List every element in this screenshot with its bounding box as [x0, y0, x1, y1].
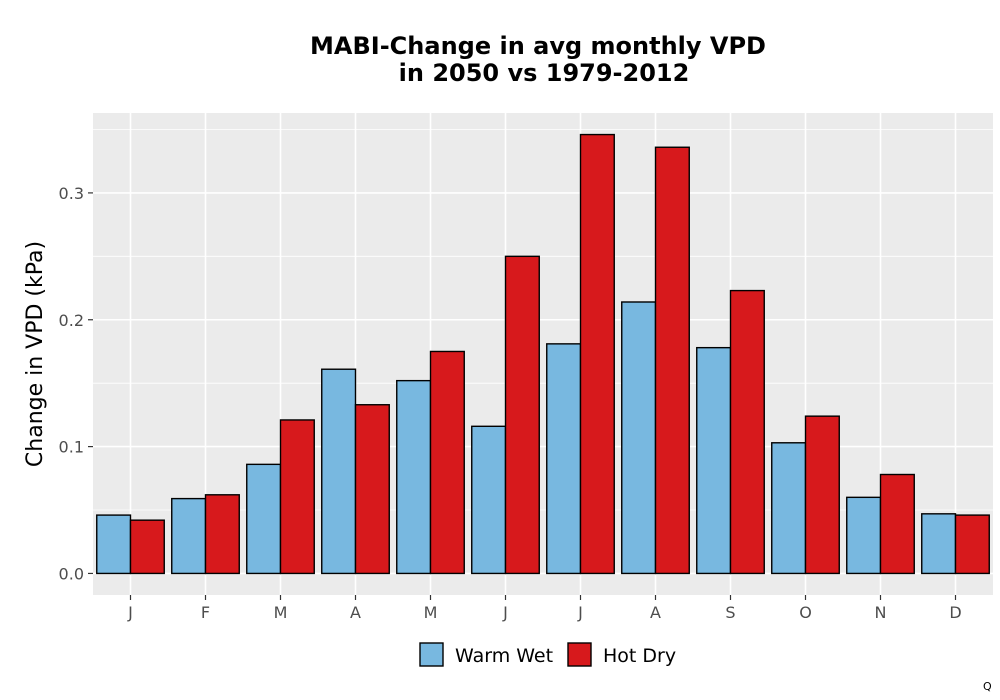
x-tick-label: F [201, 603, 210, 622]
bar-hot-dry [204, 494, 240, 575]
chart-subtitle: in 2050 vs 1979-2012 [399, 59, 690, 87]
bar-hot-dry [804, 415, 840, 575]
x-tick-label: J [577, 603, 583, 622]
x-tick-label: D [949, 603, 961, 622]
bar-warm-wet [321, 368, 357, 575]
bar-warm-wet [621, 301, 657, 575]
bar-hot-dry [654, 146, 690, 575]
y-tick-label: 0.3 [59, 184, 84, 203]
x-tick-label: O [799, 603, 812, 622]
legend-label: Warm Wet [455, 645, 553, 667]
legend-swatch-hot-dry [567, 642, 592, 667]
bars [96, 133, 990, 575]
bar-warm-wet [771, 442, 807, 575]
bar-hot-dry [429, 350, 465, 575]
bar-warm-wet [846, 496, 882, 575]
legend-swatch-warm-wet [419, 642, 444, 667]
bar-hot-dry [129, 519, 165, 575]
y-axis: 0.0 0.1 0.2 0.3 [59, 184, 93, 583]
y-axis-title: Change in VPD (kPa) [23, 241, 48, 467]
x-tick-label: A [650, 603, 661, 622]
bar-warm-wet [546, 343, 582, 575]
bar-warm-wet [696, 346, 732, 575]
bar-hot-dry [954, 514, 990, 575]
bar-warm-wet [471, 425, 507, 575]
legend: Warm Wet Hot Dry [419, 642, 676, 667]
bar-hot-dry [354, 404, 390, 575]
bar-warm-wet [396, 379, 432, 575]
bar-hot-dry [879, 473, 915, 575]
x-tick-label: N [875, 603, 887, 622]
bar-warm-wet [171, 497, 207, 575]
x-tick-label: A [350, 603, 361, 622]
bar-hot-dry [504, 255, 540, 575]
minor-gridlines [93, 129, 993, 511]
y-tick-label: 0.2 [59, 311, 84, 330]
legend-label: Hot Dry [603, 645, 676, 667]
bar-warm-wet [96, 514, 132, 575]
bar-hot-dry [579, 133, 615, 575]
chart-title: MABI-Change in avg monthly VPD [310, 32, 766, 60]
bar-hot-dry [729, 289, 765, 575]
bar-warm-wet [921, 513, 957, 575]
y-tick-label: 0.0 [59, 564, 84, 583]
x-tick-label: J [502, 603, 508, 622]
bar-hot-dry [279, 419, 315, 575]
x-tick-label: M [274, 603, 288, 622]
corner-mark: Q [983, 680, 992, 693]
x-tick-label: J [127, 603, 133, 622]
x-tick-label: M [424, 603, 438, 622]
x-tick-label: S [725, 603, 735, 622]
bar-warm-wet [246, 463, 282, 575]
y-tick-label: 0.1 [59, 438, 84, 457]
